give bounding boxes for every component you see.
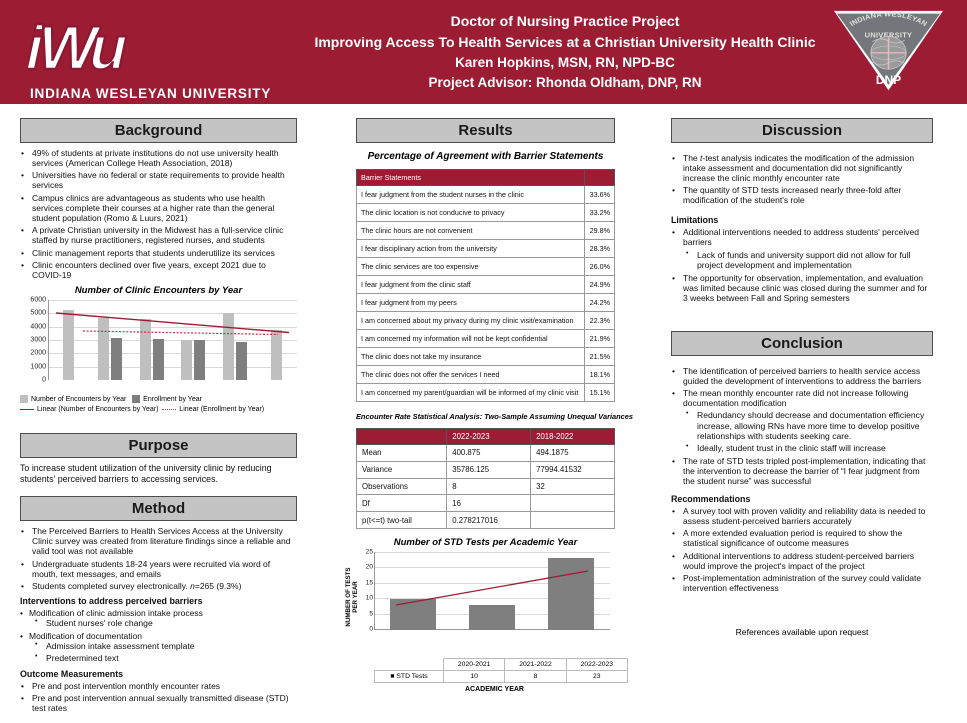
svg-text:iWu: iWu: [28, 14, 132, 80]
